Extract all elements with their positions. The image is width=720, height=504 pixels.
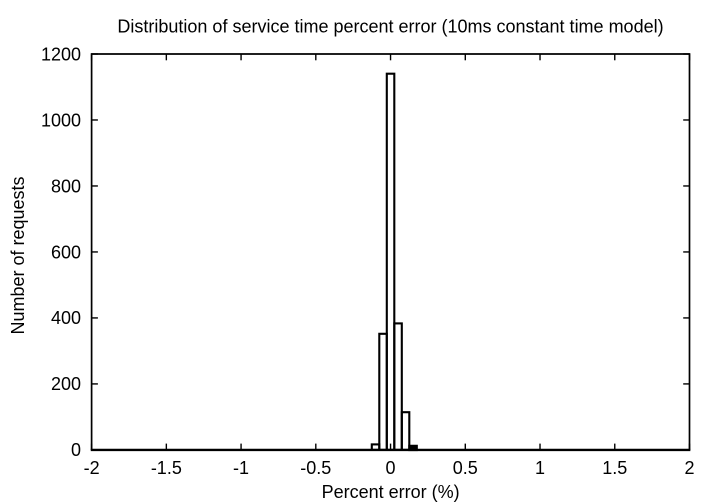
svg-text:2: 2 [684,458,694,478]
svg-text:0.5: 0.5 [453,458,478,478]
svg-text:1.5: 1.5 [602,458,627,478]
svg-text:-1.5: -1.5 [151,458,182,478]
svg-text:600: 600 [51,242,81,262]
svg-text:Distribution of service time p: Distribution of service time percent err… [117,17,663,37]
svg-text:800: 800 [51,176,81,196]
svg-text:-1: -1 [233,458,249,478]
svg-text:0: 0 [386,458,396,478]
svg-text:1: 1 [535,458,545,478]
svg-text:1000: 1000 [41,110,81,130]
svg-text:200: 200 [51,374,81,394]
svg-text:-2: -2 [84,458,100,478]
svg-text:Percent error (%): Percent error (%) [322,482,460,502]
svg-text:1200: 1200 [41,44,81,64]
svg-text:-0.5: -0.5 [300,458,331,478]
svg-text:400: 400 [51,308,81,328]
svg-text:Number of requests: Number of requests [8,176,28,334]
svg-text:0: 0 [71,440,81,460]
